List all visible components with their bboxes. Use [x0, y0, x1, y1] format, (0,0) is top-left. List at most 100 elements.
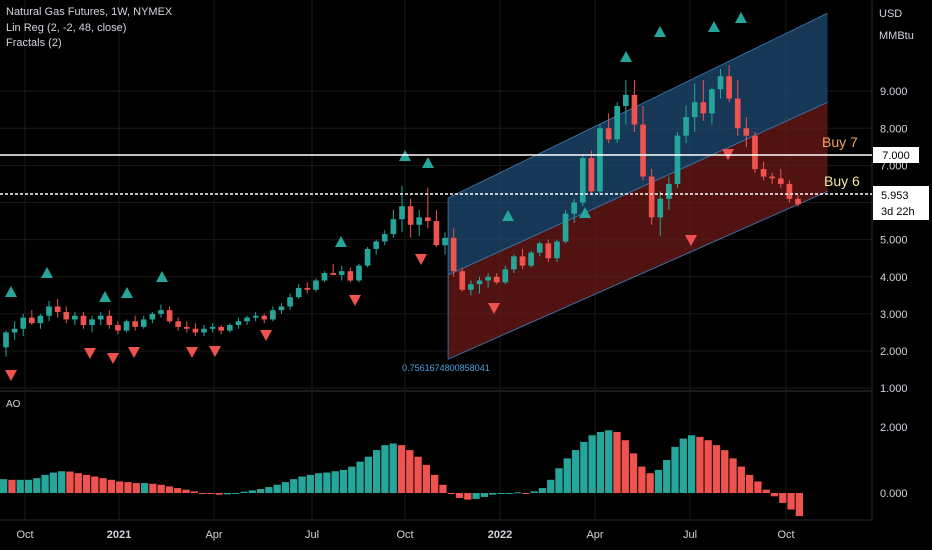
ao-bar	[455, 493, 464, 498]
ao-bar	[588, 435, 596, 493]
fractal-down-marker	[84, 348, 96, 359]
fractal-down-marker	[415, 254, 427, 265]
ao-bar	[538, 488, 547, 493]
candle-body	[597, 128, 603, 192]
candle-body	[450, 237, 457, 272]
candle-body	[468, 284, 474, 290]
ao-bar	[696, 436, 704, 493]
ao-bar	[779, 493, 787, 503]
time-tick-label: 2022	[488, 529, 512, 541]
ao-bar	[646, 473, 654, 493]
candle-body	[502, 269, 509, 283]
candle-body	[227, 325, 233, 331]
fractal-up-marker	[735, 12, 747, 23]
candle-body	[416, 217, 423, 225]
ao-bar	[232, 493, 240, 494]
fractals-indicator[interactable]: Fractals (2)	[6, 37, 62, 49]
ao-bar	[397, 445, 406, 493]
ao-bar	[356, 461, 364, 493]
ao-bar	[314, 473, 323, 493]
fractal-down-marker	[685, 235, 697, 246]
ao-bar	[605, 430, 613, 493]
ao-bar	[654, 469, 663, 493]
candle-body	[769, 176, 775, 179]
time-tick-label: Jul	[683, 529, 697, 541]
buy-7-price-tag-text: 7.000	[882, 150, 910, 162]
candle-body	[683, 117, 689, 136]
chart-legend: Natural Gas Futures, 1W, NYMEX Lin Reg (…	[6, 5, 172, 52]
candle-body	[20, 317, 27, 329]
ao-bar	[721, 450, 729, 493]
candle-body	[123, 321, 130, 331]
ao-bar	[124, 482, 132, 493]
ao-bar	[49, 472, 58, 493]
candle-body	[321, 273, 328, 281]
ao-bar	[240, 491, 248, 493]
ao-bar	[447, 493, 455, 494]
candle-body	[46, 306, 52, 316]
current-price-countdown: 3d 22h	[881, 206, 915, 218]
fractal-up-marker	[156, 271, 168, 282]
linreg-indicator[interactable]: Lin Reg (2, -2, 48, close)	[6, 21, 127, 34]
ao-bar	[207, 493, 215, 494]
candle-body	[743, 128, 750, 136]
ao-bar	[704, 440, 712, 493]
price-tick-label: 8.000	[880, 123, 908, 135]
candle-body	[407, 206, 414, 225]
symbol-title[interactable]: Natural Gas Futures, 1W, NYMEX	[6, 6, 173, 18]
price-tick-label: 3.000	[880, 309, 908, 321]
candle-body	[493, 276, 500, 283]
candle-body	[278, 306, 285, 311]
candle-body	[485, 276, 491, 281]
candle-body	[338, 271, 345, 275]
candle-body	[476, 280, 483, 285]
candle-body	[709, 89, 715, 114]
candle-body	[252, 315, 259, 318]
ao-bar	[422, 464, 431, 493]
candle-body	[54, 306, 61, 313]
ao-bar	[331, 471, 339, 493]
ao-bar	[248, 490, 256, 493]
ao-bar	[41, 474, 49, 493]
ao-bar	[679, 438, 687, 493]
ao-bar	[99, 478, 107, 493]
fractal-up-marker	[708, 21, 720, 32]
fractal-down-marker	[107, 353, 119, 364]
fractal-up-marker	[5, 286, 17, 297]
price-tick-label: 4.000	[880, 272, 908, 284]
fractal-down-marker	[209, 346, 221, 357]
ao-bar	[33, 478, 41, 493]
ao-bar	[381, 445, 389, 493]
ao-bar	[497, 493, 505, 494]
candle-body	[631, 94, 638, 125]
ao-bar	[107, 479, 116, 493]
ao-bar	[729, 458, 737, 493]
ao-bar	[505, 493, 513, 494]
ao-bar	[762, 489, 770, 493]
ao-bar	[663, 460, 671, 493]
ao-bar	[795, 493, 803, 517]
candle-body	[554, 241, 560, 259]
candle-body	[29, 317, 35, 324]
candle-body	[623, 94, 629, 106]
candle-body	[183, 326, 190, 329]
channel-line	[447, 12, 828, 199]
candle-body	[760, 169, 767, 177]
candle-body	[717, 76, 724, 90]
candle-body	[347, 271, 354, 281]
ao-bar	[24, 479, 33, 493]
price-tick-label: 7.000	[880, 160, 908, 172]
candle-body	[648, 176, 655, 218]
candle-body	[528, 252, 534, 266]
channel-line	[447, 101, 828, 276]
ao-bar	[157, 484, 165, 493]
candle-body	[192, 328, 199, 333]
candle-body	[657, 198, 664, 218]
candle-body	[777, 178, 784, 184]
candle-body	[579, 157, 586, 203]
ao-bar	[348, 466, 356, 493]
ao-bar	[190, 491, 198, 493]
ao-bar	[223, 493, 232, 495]
candle-body	[734, 98, 741, 129]
